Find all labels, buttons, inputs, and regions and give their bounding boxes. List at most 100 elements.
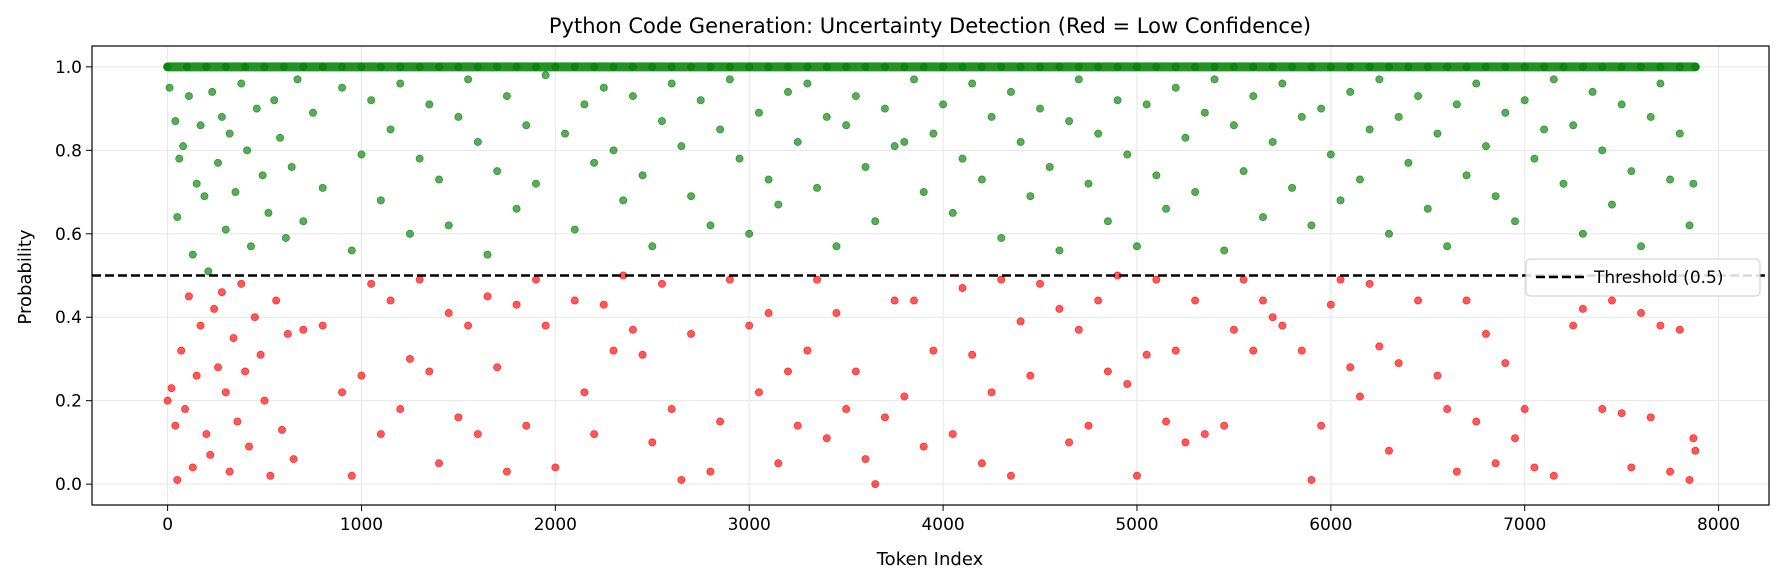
high-confidence-point [192,179,201,188]
high-confidence-point [1540,125,1549,134]
low-confidence-point [318,321,327,330]
low-confidence-point [522,421,531,430]
high-confidence-point [1569,121,1578,130]
high-confidence-point [522,121,531,130]
high-confidence-point [179,142,188,151]
low-confidence-point [638,350,647,359]
high-confidence-point [1443,242,1452,251]
high-confidence-point [225,129,234,138]
high-confidence-point [842,62,851,71]
low-confidence-point [376,430,385,439]
low-confidence-point [225,467,234,476]
low-confidence-point [609,346,618,355]
high-confidence-point [338,62,347,71]
high-confidence-point [1094,129,1103,138]
high-confidence-point [1074,62,1083,71]
high-confidence-point [1249,92,1258,101]
low-confidence-point [1569,321,1578,330]
x-tick-label: 2000 [534,515,577,535]
high-confidence-point [997,62,1006,71]
high-confidence-point [1491,192,1500,201]
high-confidence-point [1258,213,1267,222]
high-confidence-point [667,79,676,88]
low-confidence-point [202,430,211,439]
high-confidence-point [1637,62,1646,71]
high-confidence-point [1433,129,1442,138]
high-confidence-point [939,62,948,71]
low-confidence-point [1317,421,1326,430]
high-confidence-point [1689,179,1698,188]
high-confidence-point [939,100,948,109]
low-confidence-point [1689,434,1698,443]
high-confidence-point [1336,196,1345,205]
high-confidence-point [842,121,851,130]
low-confidence-point [221,388,230,397]
high-confidence-point [774,200,783,209]
high-confidence-point [1171,83,1180,92]
low-confidence-point [1385,446,1394,455]
low-confidence-point [648,438,657,447]
high-confidence-point [1598,146,1607,155]
high-confidence-point [376,62,385,71]
high-confidence-point [609,146,618,155]
low-confidence-point [1394,359,1403,368]
low-confidence-point [541,321,550,330]
high-confidence-point [1346,62,1355,71]
low-confidence-point [1249,346,1258,355]
high-confidence-point [958,62,967,71]
high-confidence-point [648,242,657,251]
high-confidence-point [1132,62,1141,71]
high-confidence-point [609,62,618,71]
low-confidence-point [1132,471,1141,480]
high-confidence-point [1171,62,1180,71]
high-confidence-point [281,233,290,242]
high-confidence-point [246,242,255,251]
low-confidence-point [444,309,453,318]
high-confidence-point [1288,183,1297,192]
low-confidence-point [1365,279,1374,288]
high-confidence-point [208,87,217,96]
high-confidence-point [880,62,889,71]
high-confidence-point [444,221,453,230]
low-confidence-point [1065,438,1074,447]
low-confidence-point [473,430,482,439]
low-confidence-point [357,371,366,380]
low-confidence-point [948,430,957,439]
high-confidence-point [1404,62,1413,71]
low-confidence-point [396,405,405,414]
low-confidence-point [454,413,463,422]
low-confidence-point [1103,367,1112,376]
high-confidence-point [706,62,715,71]
low-confidence-point [1462,296,1471,305]
y-tick-label: 0.8 [55,141,82,161]
low-confidence-point [386,296,395,305]
high-confidence-point [270,96,279,105]
high-confidence-point [638,171,647,180]
low-confidence-point [1520,405,1529,414]
high-confidence-point [1598,62,1607,71]
y-tick-label: 0.2 [55,392,82,412]
high-confidence-point [1113,96,1122,105]
low-confidence-point [1452,467,1461,476]
high-confidence-point [628,62,637,71]
low-confidence-point [1094,296,1103,305]
high-confidence-point [570,225,579,234]
low-confidence-point [1162,417,1171,426]
low-confidence-point [1491,459,1500,468]
high-confidence-point [405,229,414,238]
high-confidence-point [173,213,182,222]
high-confidence-point [1666,175,1675,184]
high-confidence-points [163,62,1700,276]
high-confidence-point [1423,62,1432,71]
high-confidence-point [919,62,928,71]
high-confidence-point [386,125,395,134]
high-confidence-point [163,62,172,71]
low-confidence-point [958,284,967,293]
low-confidence-point [277,425,286,434]
y-axis-ticks: 0.0 0.2 0.4 0.6 0.8 1.0 [55,58,92,495]
low-confidence-point [415,275,424,284]
low-confidence-point [1278,321,1287,330]
high-confidence-point [1452,100,1461,109]
high-confidence-point [338,83,347,92]
